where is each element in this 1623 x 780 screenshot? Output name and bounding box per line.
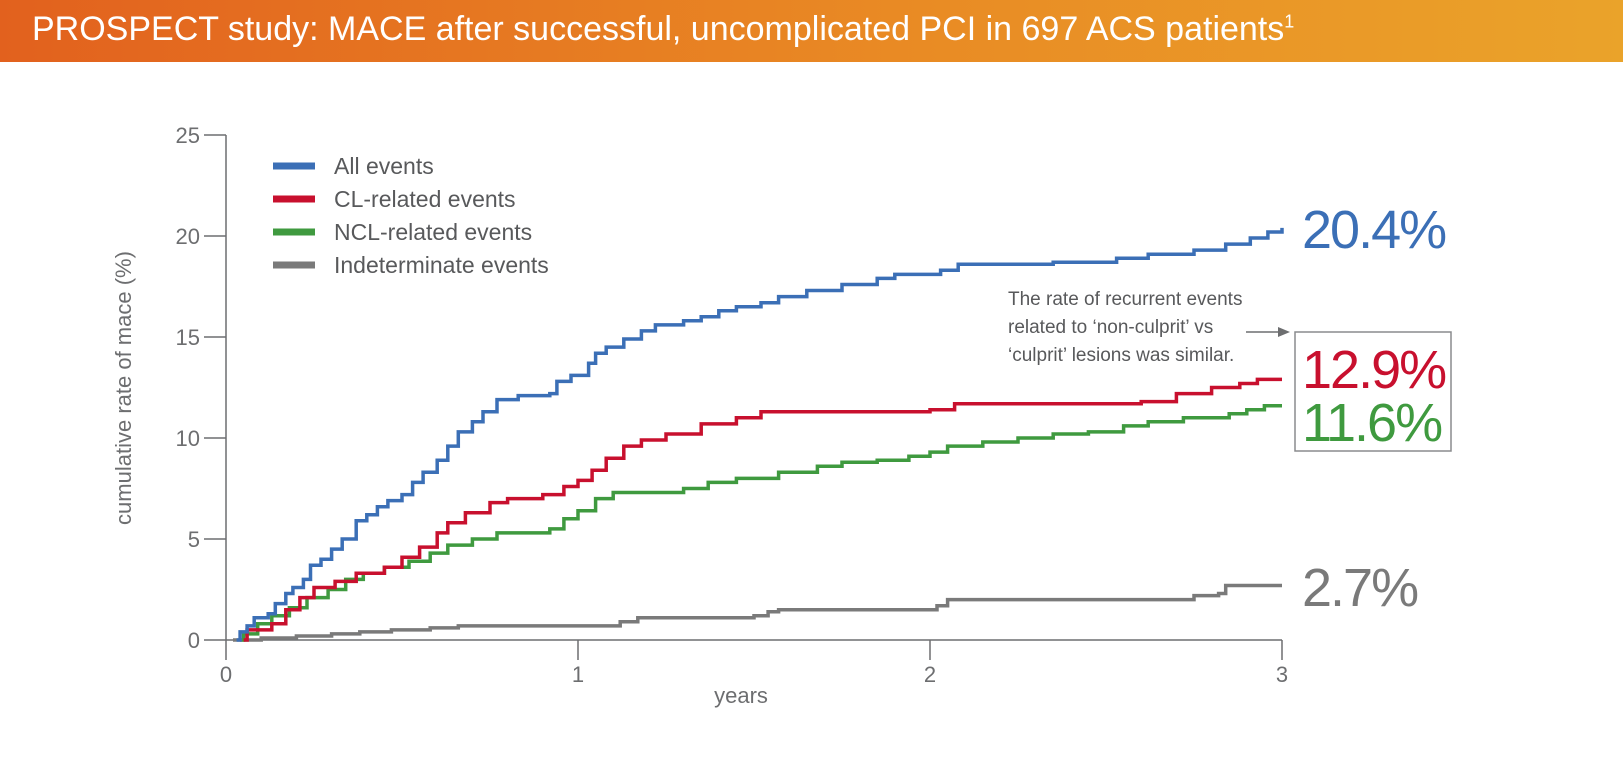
end-value-label-4: 2.7%	[1302, 558, 1418, 618]
series-line-3	[240, 403, 1282, 642]
x-tick-label: 1	[572, 662, 584, 687]
annotation-line-1: The rate of recurrent events	[1008, 289, 1242, 310]
y-tick-label: 10	[176, 426, 200, 451]
series-line-2	[243, 377, 1282, 642]
y-tick-label: 15	[176, 325, 200, 350]
chart-annotation: The rate of recurrent events related to ‘…	[1008, 289, 1452, 452]
chart-lines	[233, 227, 1284, 642]
end-value-label-3: 11.6%	[1302, 393, 1442, 453]
header-bar: PROSPECT study: MACE after successful, u…	[0, 0, 1623, 62]
y-axis-title: cumulative rate of mace (%)	[111, 251, 136, 525]
legend-label-3: NCL-related events	[334, 219, 532, 245]
series-line-4	[233, 583, 1282, 642]
chart-axes: 0 5 10 15 20 25 0 1 2 3 years cumulative rate of ma…	[111, 123, 1288, 708]
x-axis-title: years	[714, 683, 768, 708]
page-title-text: PROSPECT study: MACE after successful, u…	[32, 10, 1285, 48]
legend-label-4: Indeterminate events	[334, 252, 549, 278]
chart-legend: All events CL-related events NCL-related e…	[273, 153, 549, 278]
legend-label-2: CL-related events	[334, 186, 516, 212]
end-value-label-2: 12.9%	[1302, 340, 1446, 400]
y-tick-label: 20	[176, 224, 200, 249]
y-tick-label: 25	[176, 123, 200, 148]
x-tick-label: 2	[924, 662, 936, 687]
x-tick-label: 3	[1276, 662, 1288, 687]
chart-end-labels: 20.4% 12.9%11.6% 2.7%	[1302, 200, 1448, 618]
x-tick-label: 0	[220, 662, 232, 687]
footnote-marker: 1	[1284, 11, 1295, 32]
series-line-1	[236, 227, 1284, 642]
y-tick-label: 0	[188, 628, 200, 653]
legend-label-1: All events	[334, 153, 434, 179]
annotation-line-2: related to ‘non-culprit’ vs	[1008, 317, 1213, 338]
annotation-arrow-head	[1278, 327, 1290, 337]
annotation-line-3: ‘culprit’ lesions was similar.	[1008, 345, 1234, 366]
y-tick-label: 5	[188, 527, 200, 552]
comparison-box	[1294, 331, 1452, 452]
page-title: PROSPECT study: MACE after successful, u…	[32, 10, 1294, 49]
end-value-label-1: 20.4%	[1302, 200, 1446, 260]
